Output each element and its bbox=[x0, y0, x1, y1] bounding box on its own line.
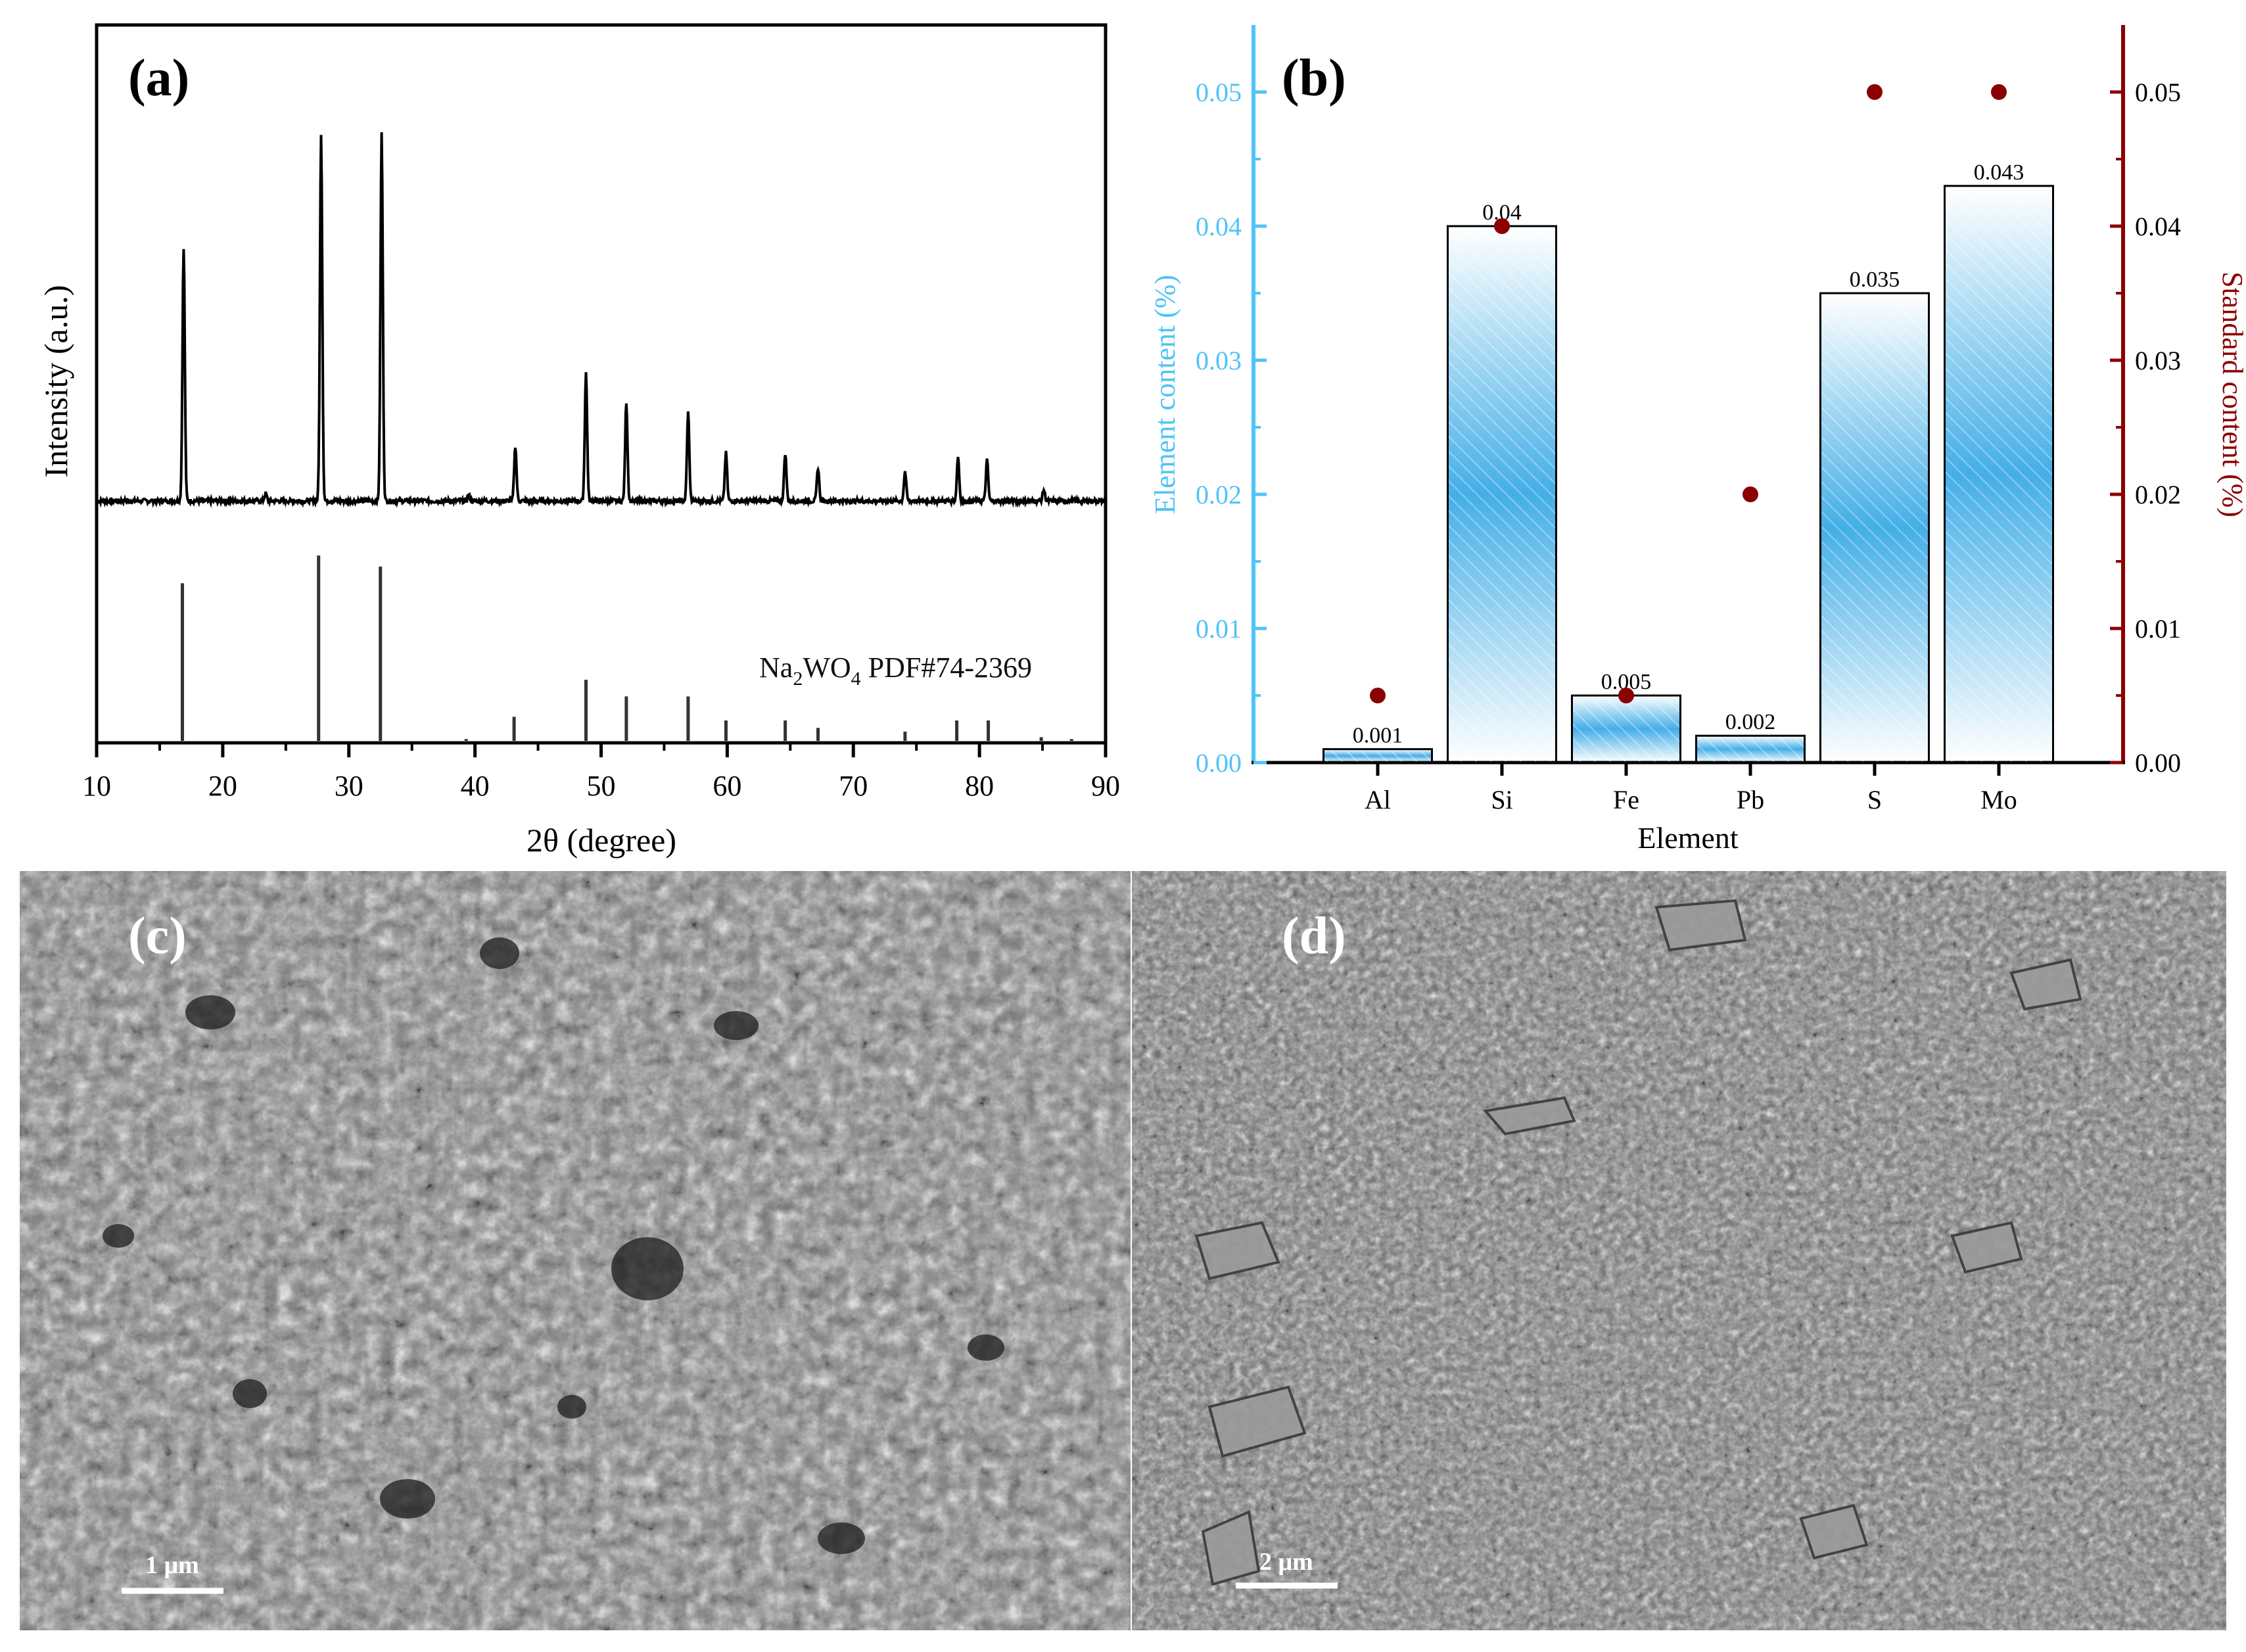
xrd-chart: (a) Na2WO4 PDF#74-2369 10 20 30 40 50 60 70 80 9… bbox=[37, 23, 1120, 859]
standard-point bbox=[1991, 84, 2007, 100]
bar-left-axis-label: Element content (%) bbox=[1149, 275, 1181, 514]
panel-label-a: (a) bbox=[128, 49, 189, 107]
bar-value-label: 0.001 bbox=[1353, 724, 1403, 748]
panel-label-b: (b) bbox=[1282, 49, 1346, 107]
bar-category-label: Si bbox=[1491, 785, 1512, 814]
bar-category-label: Fe bbox=[1613, 785, 1639, 814]
bar-hatch bbox=[1820, 293, 1929, 763]
bar bbox=[1322, 748, 1433, 764]
standard-point bbox=[1867, 84, 1883, 100]
scale-label-c: 1 μm bbox=[145, 1551, 199, 1579]
bar-value-label: 0.043 bbox=[1974, 160, 2024, 185]
xrd-x-tick-label: 80 bbox=[965, 770, 994, 802]
right-y-tick-label: 0.01 bbox=[2135, 614, 2181, 644]
right-y-tick-label: 0.03 bbox=[2135, 346, 2181, 375]
left-y-tick-label: 0.04 bbox=[1196, 212, 1242, 241]
xrd-plot-frame bbox=[95, 23, 1108, 745]
xrd-x-tick-label: 90 bbox=[1091, 770, 1120, 802]
standard-point bbox=[1370, 688, 1386, 703]
element-content-chart: (b) 0.00 0.00 0.01 0.01 0.02 0.02 0.03 0.03 0.04… bbox=[1149, 25, 2246, 855]
bar bbox=[1695, 734, 1806, 764]
bar-axes-ticks: 0.00 0.00 0.01 0.01 0.02 0.02 0.03 0.03 0.04 0.04… bbox=[1196, 78, 2181, 814]
xrd-x-tick-label: 10 bbox=[82, 770, 111, 802]
left-y-tick-label: 0.02 bbox=[1196, 480, 1242, 509]
bar bbox=[1944, 185, 2054, 764]
sem-image-c: (c) 1 μm bbox=[20, 871, 1131, 1630]
left-y-tick-label: 0.01 bbox=[1196, 614, 1242, 644]
xrd-x-axis-label: 2θ (degree) bbox=[526, 822, 676, 859]
panel-label-d: (d) bbox=[1282, 907, 1346, 965]
xrd-reference-series bbox=[180, 555, 1073, 741]
bar-category-label: S bbox=[1867, 785, 1882, 814]
bar-hatch bbox=[1944, 185, 2053, 763]
xrd-measured-series bbox=[96, 132, 1107, 508]
left-y-tick-label: 0.05 bbox=[1196, 78, 1242, 107]
left-y-tick-label: 0.03 bbox=[1196, 346, 1242, 375]
sem-image-d: (d) 2 μm bbox=[1132, 871, 2226, 1630]
sem-d-crystals bbox=[1194, 899, 2082, 1586]
right-y-tick-label: 0.00 bbox=[2135, 748, 2181, 778]
bar-hatch bbox=[1572, 696, 1681, 763]
right-y-tick-label: 0.04 bbox=[2135, 212, 2181, 241]
bar-hatch bbox=[1447, 226, 1556, 763]
bar-category-label: Pb bbox=[1737, 785, 1764, 814]
xrd-x-tick-label: 60 bbox=[713, 770, 741, 802]
xrd-x-tick-label: 20 bbox=[208, 770, 237, 802]
xrd-x-tick-label: 30 bbox=[335, 770, 363, 802]
standard-point bbox=[1494, 218, 1510, 234]
xrd-reference-label: Na2WO4 PDF#74-2369 bbox=[759, 651, 1032, 690]
xrd-y-axis-label: Intensity (a.u.) bbox=[37, 285, 74, 478]
bar-hatch bbox=[1323, 749, 1432, 763]
bar-value-label: 0.035 bbox=[1850, 268, 1900, 292]
xrd-x-axis: 10 20 30 40 50 60 70 80 90 bbox=[82, 743, 1120, 802]
sem-c-pores bbox=[103, 937, 1004, 1554]
bar-category-label: Al bbox=[1365, 785, 1391, 814]
xrd-x-tick-label: 70 bbox=[839, 770, 868, 802]
scale-label-d: 2 μm bbox=[1259, 1548, 1313, 1576]
standard-points bbox=[1370, 84, 2007, 703]
bar-x-axis-label: Element bbox=[1637, 821, 1738, 855]
xrd-x-tick-label: 40 bbox=[461, 770, 490, 802]
bar-hatch bbox=[1696, 736, 1805, 763]
xrd-measured-line bbox=[96, 132, 1107, 508]
bar-right-axis-label: Standard content (%) bbox=[2216, 271, 2246, 517]
standard-point bbox=[1743, 486, 1758, 502]
bar bbox=[1819, 292, 1930, 764]
xrd-x-tick-label: 50 bbox=[587, 770, 616, 802]
right-y-tick-label: 0.05 bbox=[2135, 78, 2181, 107]
bar-category-label: Mo bbox=[1980, 785, 2017, 814]
left-y-tick-label: 0.00 bbox=[1196, 748, 1242, 778]
panel-label-c: (c) bbox=[128, 907, 187, 965]
standard-point bbox=[1618, 688, 1634, 703]
right-y-tick-label: 0.02 bbox=[2135, 480, 2181, 509]
bar-value-label: 0.002 bbox=[1725, 710, 1776, 734]
